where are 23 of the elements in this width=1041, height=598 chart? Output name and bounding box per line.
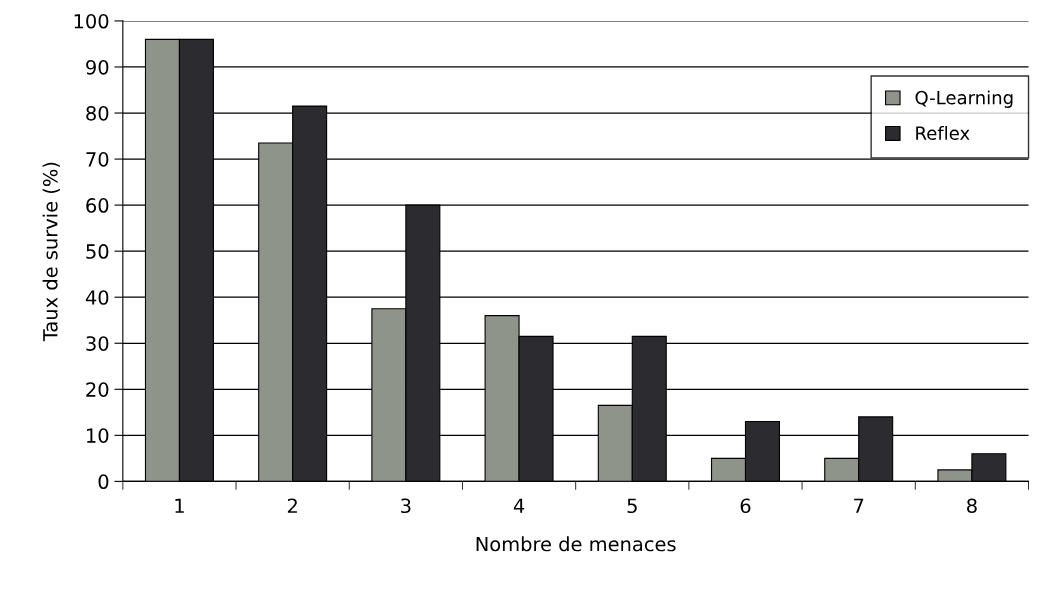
x-tick-label: 5 bbox=[627, 498, 637, 514]
y-tick-label: 90 bbox=[86, 59, 109, 75]
y-axis-title: Taux de survie (%) bbox=[42, 162, 60, 342]
x-tick-label: 8 bbox=[967, 498, 977, 514]
y-tick-label: 30 bbox=[86, 336, 109, 351]
x-tick-label: 3 bbox=[401, 498, 411, 514]
y-tick-label: 0 bbox=[98, 474, 109, 490]
x-tick-label: 2 bbox=[287, 498, 297, 513]
x-axis-title: Nombre de menaces bbox=[476, 536, 676, 552]
x-tick-label: 1 bbox=[175, 498, 184, 513]
x-tick-label: 4 bbox=[513, 498, 525, 513]
legend-label: Reflex bbox=[916, 125, 970, 140]
y-tick-label: 20 bbox=[86, 382, 109, 397]
x-tick-label: 6 bbox=[740, 498, 751, 514]
y-tick-label: 40 bbox=[85, 290, 109, 305]
y-tick-label: 10 bbox=[87, 428, 109, 444]
x-tick-label: 7 bbox=[854, 498, 864, 513]
y-tick-label: 70 bbox=[86, 152, 109, 167]
legend-label: Q-Learning bbox=[915, 90, 1013, 108]
y-tick-label: 80 bbox=[86, 105, 109, 121]
y-tick-label: 100 bbox=[74, 13, 109, 29]
y-tick-label: 50 bbox=[86, 244, 109, 259]
y-tick-label: 60 bbox=[86, 198, 109, 213]
